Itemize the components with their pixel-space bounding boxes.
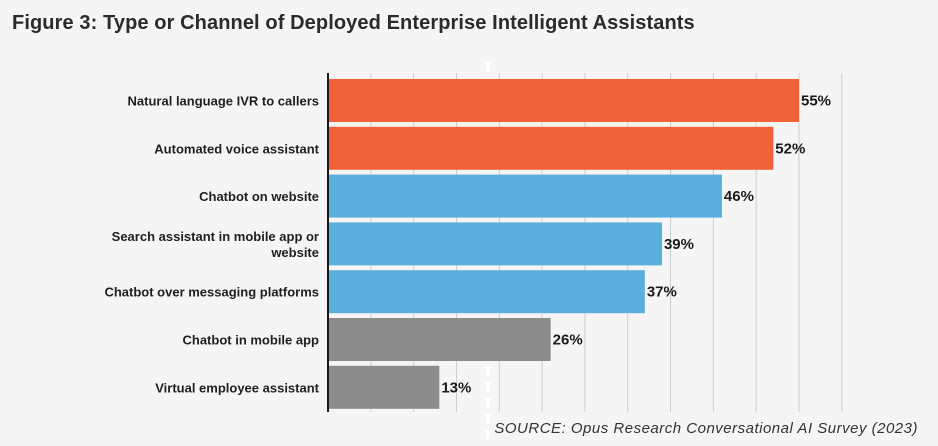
category-label: Search assistant in mobile app or website	[112, 229, 319, 260]
value-label: 46%	[724, 188, 754, 205]
value-label: 52%	[775, 140, 805, 157]
value-label: 55%	[801, 93, 831, 110]
category-label: Chatbot in mobile app	[183, 333, 320, 348]
value-label: 13%	[441, 379, 471, 396]
category-label: Chatbot over messaging platforms	[104, 285, 319, 300]
bar	[328, 270, 645, 314]
category-label: Chatbot on website	[199, 189, 319, 204]
category-label: Automated voice assistant	[154, 141, 319, 156]
category-label: Virtual employee assistant	[155, 380, 319, 395]
value-label: 37%	[647, 284, 677, 301]
chart-title: Figure 3: Type or Channel of Deployed En…	[12, 12, 695, 34]
value-label: 39%	[664, 236, 694, 253]
bar	[328, 174, 722, 218]
bar	[328, 222, 662, 266]
bar	[328, 365, 440, 409]
bar	[328, 79, 799, 122]
bar	[328, 318, 551, 361]
category-label: Natural language IVR to callers	[128, 94, 319, 109]
value-label: 26%	[553, 332, 583, 349]
bar	[328, 126, 774, 170]
source-note: SOURCE: Opus Research Conversational AI …	[494, 420, 918, 437]
